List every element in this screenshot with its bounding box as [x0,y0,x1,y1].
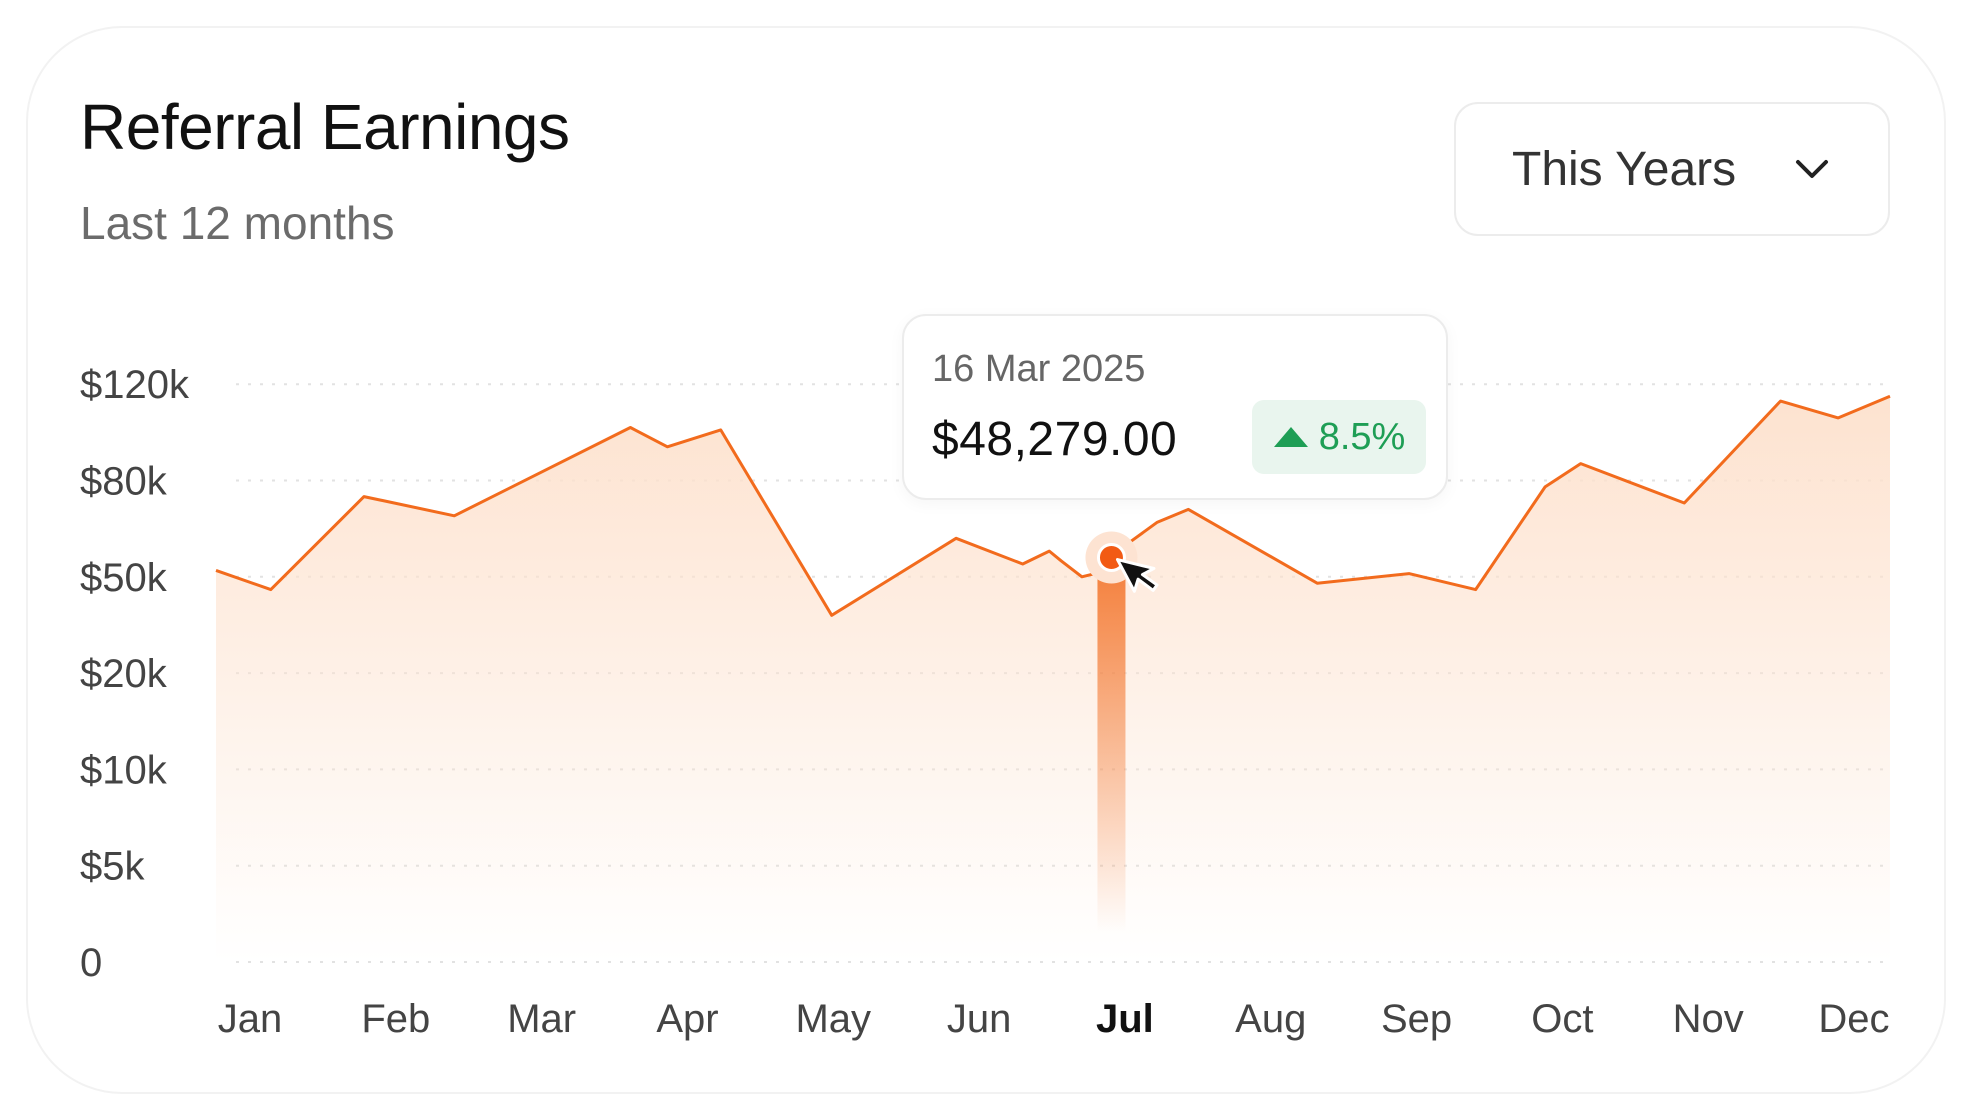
y-tick-label: $120k [80,363,190,407]
x-tick-label: Aug [1235,997,1306,1041]
y-tick-label: 0 [80,941,102,985]
highlight-bar [1097,557,1126,932]
period-dropdown-label: This Years [1512,142,1737,196]
x-tick-label: Jul [1096,997,1154,1041]
tooltip-date: 16 Mar 2025 [932,348,1146,390]
x-tick-label: Oct [1531,997,1593,1041]
x-tick-label: Jan [218,997,283,1041]
y-tick-label: $20k [80,652,168,696]
x-tick-label: Dec [1818,997,1889,1041]
x-tick-label: Nov [1673,997,1744,1041]
cursor-icon [1115,558,1159,593]
tooltip-value: $48,279.00 [932,413,1178,466]
change-badge: 8.5% [1252,400,1426,474]
change-percent: 8.5% [1318,415,1406,458]
data-tooltip: 16 Mar 2025 $48,279.00 8.5% [902,314,1448,500]
period-dropdown[interactable]: This Years [1454,102,1890,236]
x-tick-label: Sep [1381,997,1452,1041]
chevron-down-icon [1792,149,1832,189]
earnings-area-fill [216,396,1890,962]
y-tick-label: $80k [80,460,168,504]
y-tick-label: $5k [80,845,145,889]
x-tick-label: Feb [361,997,430,1041]
x-tick-label: Apr [656,997,718,1041]
arrow-up-icon [1273,427,1308,447]
x-tick-label: Mar [507,997,576,1041]
y-tick-label: $10k [80,748,168,792]
x-tick-label: Jun [947,997,1012,1041]
x-tick-label: May [795,997,871,1041]
highlight-point[interactable] [1096,543,1126,573]
y-tick-label: $50k [80,556,168,600]
chart-title: Referral Earnings [80,91,570,163]
chart-subtitle: Last 12 months [80,197,395,249]
